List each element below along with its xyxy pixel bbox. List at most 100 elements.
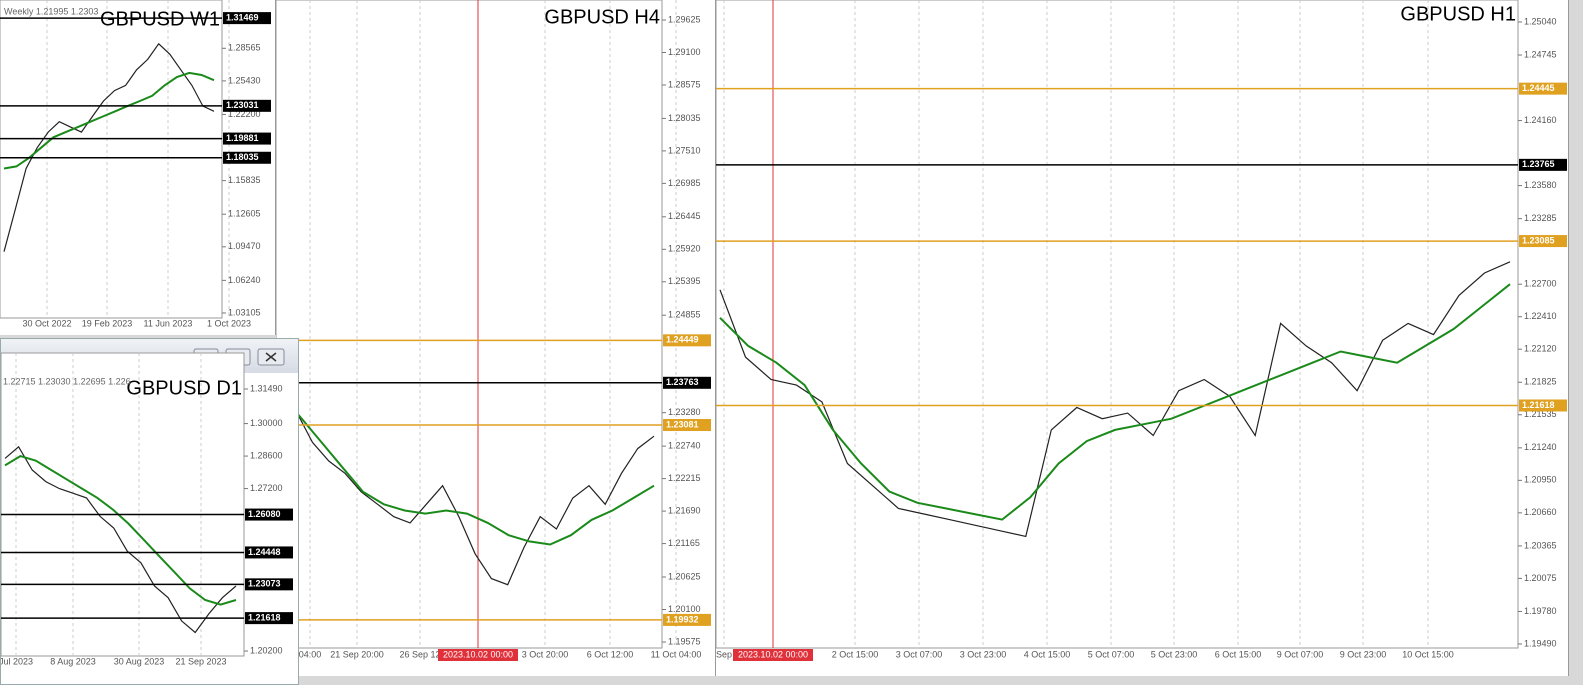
- moving-average: [3, 71, 215, 170]
- y-tick-label: 1.26985: [668, 178, 701, 188]
- y-tick-label: 1.19490: [1524, 638, 1557, 648]
- level-label: 1.19932: [666, 614, 699, 624]
- y-tick-label: 1.21690: [668, 505, 701, 515]
- level-label: 1.21618: [1522, 400, 1555, 410]
- w1-panel: 30 Oct 2022 19 Feb 2023 11 Jun 2023 1 Oct 2…: [0, 0, 276, 335]
- level-label: 1.23031: [226, 100, 259, 110]
- x-tick-label: 4 Oct 15:00: [1024, 649, 1071, 659]
- price-line: [719, 261, 1511, 538]
- level-box: [223, 151, 271, 164]
- marker-box: [438, 649, 518, 661]
- x-tick-label: Jul 2023: [1, 656, 33, 666]
- x-tick-label: 3 Oct 07:00: [896, 649, 943, 659]
- x-tick-label: 2 Oct 15:00: [832, 649, 879, 659]
- level-label: 1.19881: [226, 133, 259, 143]
- chart: Sep 2 Oct 15:00 3 Oct 07:00 3 Oct 23:00 4 Oc…: [716, 0, 1567, 661]
- x-tick-label: 9 Oct 23:00: [1340, 649, 1387, 659]
- x-tick-label: 10 Oct 15:00: [1402, 649, 1454, 659]
- x-tick-label: 5 Oct 23:00: [1151, 649, 1198, 659]
- price-line: [279, 380, 655, 586]
- chart-header: 1.22715 1.23030 1.22695 1.226: [3, 376, 131, 386]
- chart-title: GBPUSD W1: [100, 8, 220, 30]
- chart: 04:00 21 Sep 20:00 26 Sep 12 3 Oct 20:00 6 O…: [276, 0, 711, 661]
- moving-average: [719, 283, 1511, 521]
- level-box: [1519, 158, 1567, 171]
- level-box: [663, 334, 711, 347]
- y-tick-label: 1.12605: [228, 209, 261, 219]
- y-tick-label: 1.28575: [668, 79, 701, 89]
- x-tick-label: 11 Oct 04:00: [651, 649, 702, 659]
- chart: 30 Oct 2022 19 Feb 2023 11 Jun 2023 1 Oct 2…: [0, 0, 271, 328]
- y-tick-label: 1.24160: [1524, 115, 1557, 125]
- y-tick-label: 1.20365: [1524, 540, 1557, 550]
- level-label: 1.24445: [1522, 83, 1555, 93]
- y-tick-label: 1.09470: [228, 241, 261, 251]
- x-tick-label: 21 Sep 2023: [175, 656, 226, 666]
- y-tick-label: 1.20660: [1524, 507, 1557, 517]
- x-tick-label: 6 Oct 15:00: [1215, 649, 1262, 659]
- x-tick-label: Sep: [716, 649, 732, 659]
- y-tick-label: 1.20950: [1524, 475, 1557, 485]
- level-label: 1.21618: [248, 612, 281, 622]
- y-tick-label: 1.23280: [668, 407, 701, 417]
- x-tick-label: 5 Oct 07:00: [1088, 649, 1135, 659]
- y-tick-label: 1.28600: [250, 450, 283, 460]
- moving-average: [4, 455, 237, 606]
- y-tick-label: 1.20075: [1524, 573, 1557, 583]
- y-tick-label: 1.25395: [668, 276, 701, 286]
- x-tick-label: 8 Aug 2023: [50, 656, 96, 666]
- level-box: [223, 99, 271, 112]
- level-label: 1.24448: [248, 547, 281, 557]
- y-tick-label: 1.06240: [228, 275, 261, 285]
- y-tick-label: 1.20625: [668, 571, 701, 581]
- level-box: [663, 613, 711, 626]
- x-tick-label: 04:00: [299, 649, 322, 659]
- y-tick-label: 1.21165: [668, 538, 700, 548]
- y-tick-label: 1.03105: [228, 307, 261, 317]
- y-tick-label: 1.29625: [668, 14, 701, 24]
- close-icon: [265, 352, 277, 362]
- marker-label: 2023.10.02 00:00: [443, 649, 513, 659]
- y-tick-label: 1.27510: [668, 145, 701, 155]
- y-tick-label: 1.24745: [1524, 49, 1557, 59]
- y-tick-label: 1.21535: [1524, 409, 1557, 419]
- y-tick-label: 1.30000: [250, 418, 283, 428]
- level-box: [663, 419, 711, 432]
- y-tick-label: 1.28565: [228, 43, 261, 53]
- plot-area: [0, 0, 223, 319]
- x-tick-label: 3 Oct 20:00: [522, 649, 569, 659]
- level-box: [245, 578, 293, 591]
- level-label: 1.23073: [248, 579, 281, 589]
- y-tick-label: 1.20200: [250, 645, 283, 655]
- x-tick-label: 26 Sep 12: [399, 649, 440, 659]
- level-box: [223, 12, 271, 25]
- level-label: 1.24449: [666, 335, 699, 345]
- level-label: 1.26080: [248, 509, 281, 519]
- level-box: [1519, 399, 1567, 412]
- y-tick-label: 1.25920: [668, 244, 701, 254]
- y-tick-label: 1.22740: [668, 440, 701, 450]
- x-tick-label: 19 Feb 2023: [82, 318, 133, 328]
- x-tick-label: 9 Oct 07:00: [1277, 649, 1324, 659]
- x-tick-label: 21 Sep 20:00: [330, 649, 384, 659]
- plot-area: [276, 0, 663, 649]
- y-tick-label: 1.22120: [1524, 344, 1557, 354]
- y-tick-label: 1.24855: [668, 310, 701, 320]
- level-label: 1.23081: [666, 419, 699, 429]
- y-tick-label: 1.22410: [1524, 311, 1557, 321]
- chart-title: GBPUSD D1: [126, 377, 242, 399]
- y-tick-label: 1.22200: [228, 109, 261, 119]
- level-box: [245, 508, 293, 521]
- level-label: 1.23765: [1522, 159, 1555, 169]
- level-box: [1519, 235, 1567, 248]
- level-box: [245, 612, 293, 625]
- x-tick-label: 11 Jun 2023: [144, 318, 193, 328]
- level-box: [663, 376, 711, 389]
- chart-title: GBPUSD H1: [1400, 3, 1516, 25]
- y-tick-label: 1.19575: [668, 636, 701, 646]
- price-line: [4, 445, 237, 634]
- level-box: [1519, 82, 1567, 95]
